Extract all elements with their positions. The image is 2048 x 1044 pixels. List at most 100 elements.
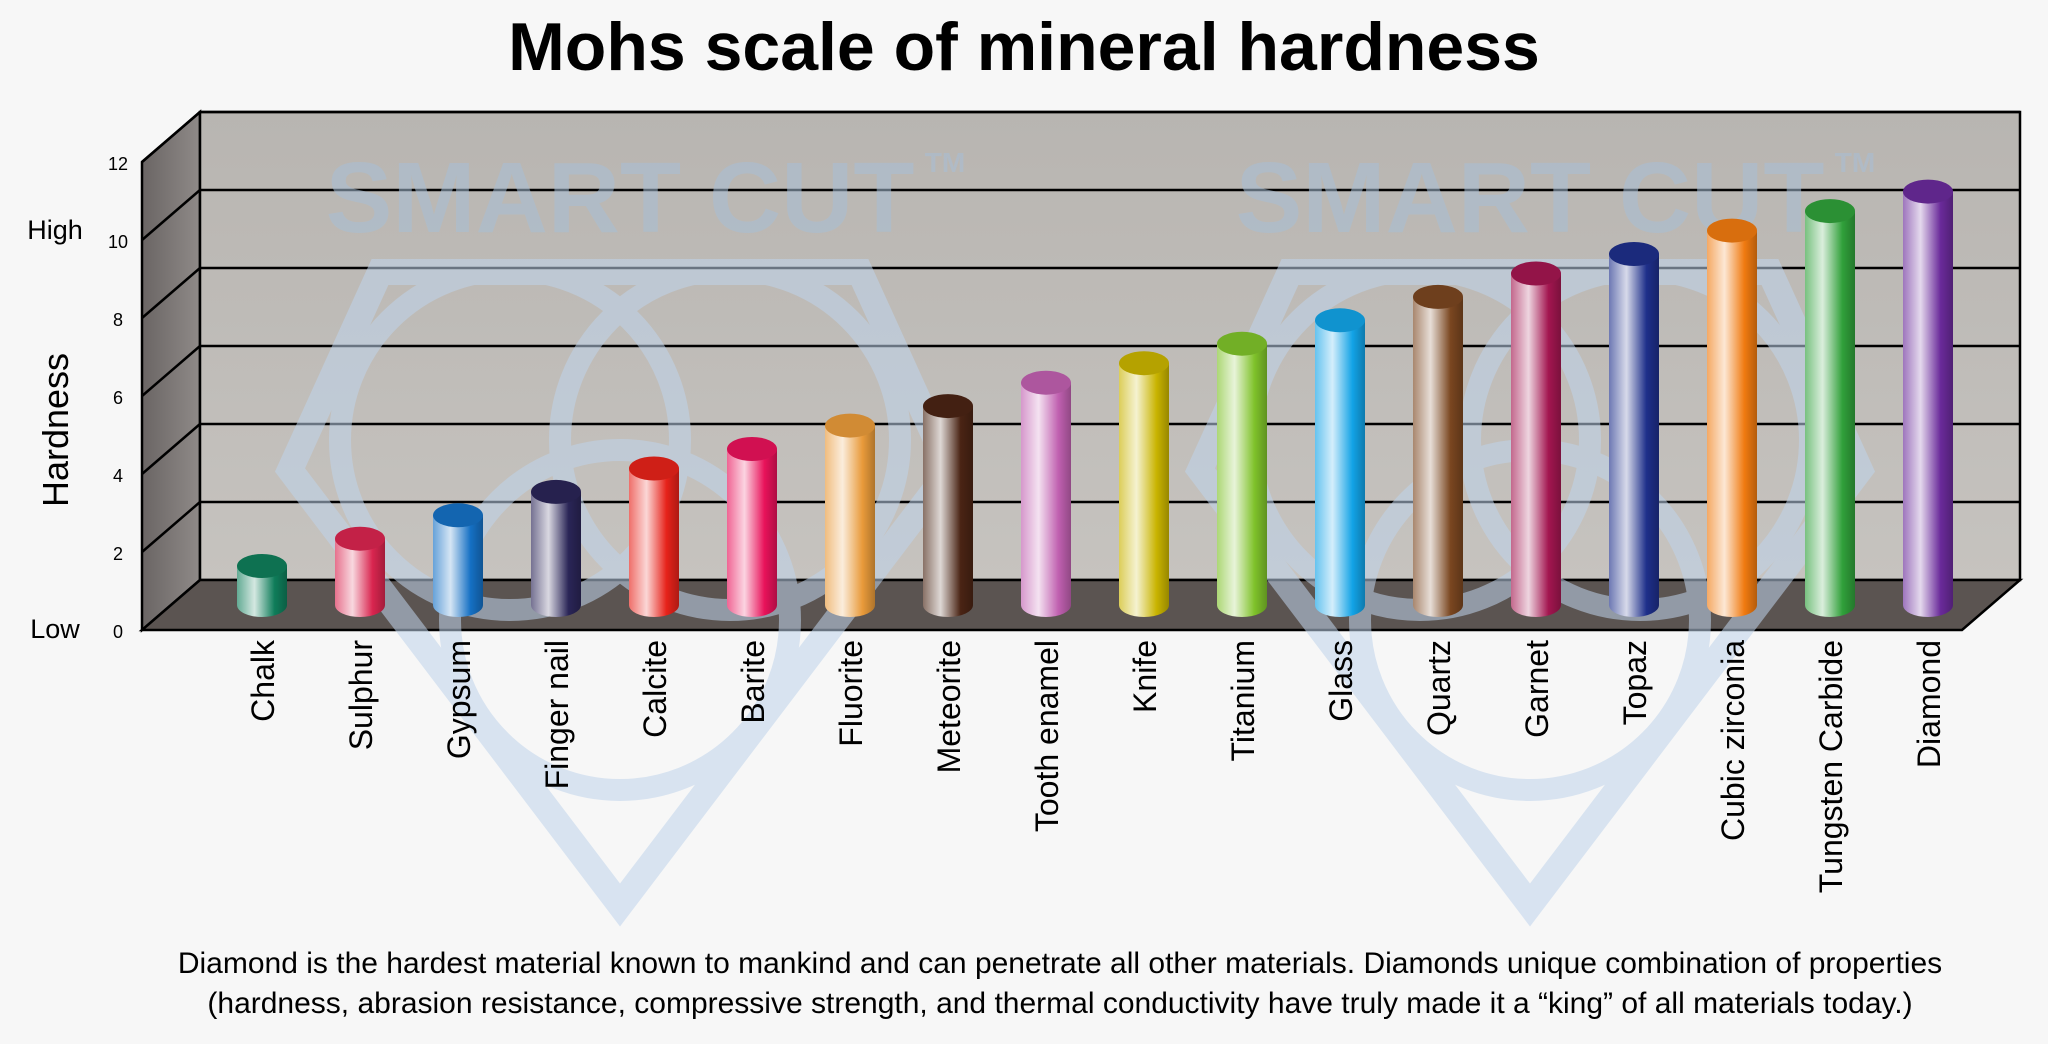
x-tick-label: Meteorite: [931, 640, 967, 773]
x-tick-labels: Chalk Sulphur Gypsum Finger nail Calcite Bari…: [245, 639, 1947, 893]
bar-top: [1805, 199, 1855, 224]
bars: [237, 179, 1953, 617]
watermark: SMART CUT TM SMART CUT TM: [274, 142, 1875, 927]
bar-top: [335, 526, 385, 551]
grid-line-side: [141, 267, 201, 319]
caption: Diamond is the hardest material known to…: [90, 944, 2030, 1024]
x-tick-label: Knife: [1127, 640, 1163, 713]
y-high-label: High: [27, 215, 83, 245]
x-tick-label: Barite: [735, 640, 771, 724]
bar: [923, 394, 973, 617]
x-tick-label: Chalk: [245, 639, 281, 722]
x-tick-label: Cubic zirconia: [1715, 640, 1751, 841]
grid-line-side: [141, 111, 201, 163]
bar-body: [1805, 211, 1855, 617]
x-tick-label: Finger nail: [539, 640, 575, 789]
bar-body: [629, 468, 679, 617]
bar-top: [1217, 331, 1267, 356]
bar: [1021, 370, 1071, 617]
bar: [531, 479, 581, 617]
bar-top: [1903, 179, 1953, 204]
bar-top: [629, 456, 679, 481]
bar: [1119, 351, 1169, 617]
bar-body: [1413, 296, 1463, 617]
bar-body: [237, 566, 287, 617]
bar: [1511, 261, 1561, 617]
y-tick-label: 8: [113, 310, 123, 330]
x-tick-label: Tooth enamel: [1029, 640, 1065, 832]
bar-body: [531, 491, 581, 617]
bar-body: [1315, 320, 1365, 617]
grid-line-side: [141, 501, 201, 553]
x-tick-label: Sulphur: [343, 640, 379, 751]
y-tick-label: 12: [108, 154, 128, 174]
bar: [1805, 199, 1855, 617]
bar-body: [1119, 363, 1169, 617]
bar-body: [1217, 343, 1267, 617]
bar-body: [1511, 273, 1561, 617]
bar: [237, 554, 287, 617]
bar-body: [923, 406, 973, 617]
x-tick-label: Fluorite: [833, 640, 869, 747]
bar: [433, 503, 483, 617]
y-tick-label: 2: [113, 544, 123, 564]
x-tick-label: Quartz: [1421, 640, 1457, 736]
watermark-tm: TM: [925, 147, 965, 178]
watermark-logo: SMART CUT TM: [274, 142, 965, 927]
bar-top: [1413, 284, 1463, 309]
bar-body: [1903, 191, 1953, 617]
bar-body: [433, 515, 483, 617]
bar: [1609, 242, 1659, 617]
bar-body: [825, 425, 875, 617]
x-tick-label: Garnet: [1519, 640, 1555, 738]
bar-top: [1707, 218, 1757, 243]
x-tick-label: Gypsum: [441, 640, 477, 759]
bar-top: [923, 394, 973, 419]
bar: [629, 456, 679, 617]
bar-body: [727, 449, 777, 617]
bar-top: [1119, 351, 1169, 376]
bar-top: [531, 479, 581, 504]
bar-top: [825, 413, 875, 438]
x-tick-label: Calcite: [637, 640, 673, 738]
watermark-tm: TM: [1835, 147, 1875, 178]
bar: [1413, 284, 1463, 617]
y-tick-label: 0: [113, 622, 123, 642]
y-ticks: 0 2 4 6 8 10 12: [108, 154, 128, 642]
bar-top: [1609, 242, 1659, 266]
y-tick-label: 10: [108, 232, 128, 252]
x-tick-label: Topaz: [1617, 640, 1653, 725]
bar-body: [1609, 254, 1659, 617]
x-tick-label: Glass: [1323, 640, 1359, 722]
chart-title: Mohs scale of mineral hardness: [508, 9, 1540, 85]
y-tick-label: 4: [113, 466, 123, 486]
bar-body: [335, 538, 385, 617]
bar: [1315, 308, 1365, 617]
bar: [727, 437, 777, 617]
bar: [1217, 331, 1267, 617]
bar: [825, 413, 875, 617]
grid-line-side: [141, 189, 201, 241]
bar-top: [1315, 308, 1365, 333]
bar: [1903, 179, 1953, 617]
y-axis-label: Hardness: [35, 353, 76, 507]
watermark-logo: SMART CUT TM: [1184, 142, 1875, 927]
x-tick-label: Tungsten Carbide: [1813, 640, 1849, 893]
grid-line-side: [141, 423, 201, 475]
x-tick-label: Diamond: [1911, 640, 1947, 768]
watermark-ring: [439, 439, 801, 801]
x-tick-label: Titanium: [1225, 640, 1261, 762]
bar-top: [1021, 370, 1071, 395]
y-tick-label: 6: [113, 388, 123, 408]
y-low-label: Low: [30, 614, 80, 644]
bar-body: [1021, 382, 1071, 617]
bar-top: [433, 503, 483, 528]
grid-line-side: [141, 345, 201, 397]
caption-line-1: Diamond is the hardest material known to…: [177, 947, 1943, 980]
bar: [335, 526, 385, 617]
caption-line-2: (hardness, abrasion resistance, compress…: [207, 987, 1913, 1020]
watermark-ring: [329, 259, 691, 621]
bar-top: [1511, 261, 1561, 286]
bar: [1707, 218, 1757, 617]
